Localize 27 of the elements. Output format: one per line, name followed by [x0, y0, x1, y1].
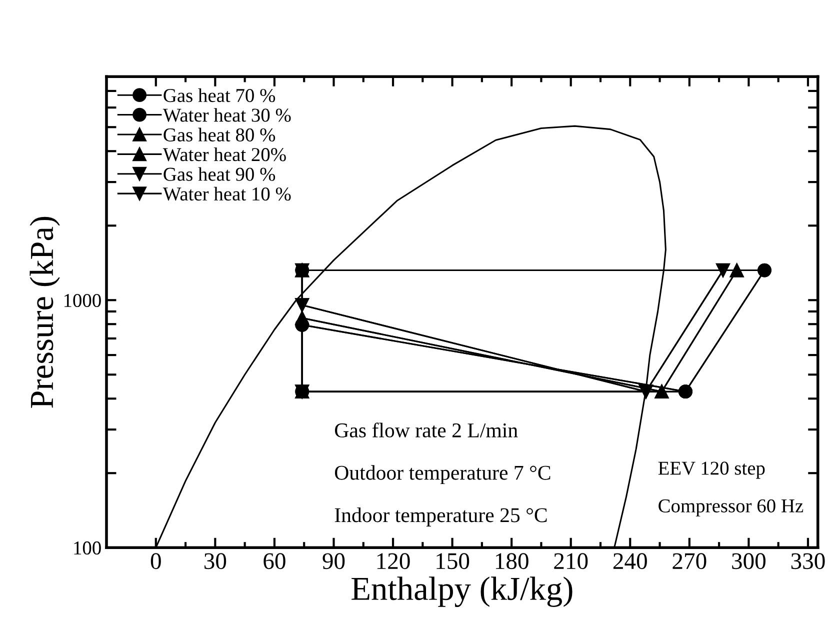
- x-tick-label: 0: [150, 553, 161, 570]
- x-tick-label: 300: [732, 553, 766, 570]
- annotation: Gas flow rate 2 L/min: [334, 422, 518, 438]
- legend-label: Gas heat 80 %: [164, 128, 276, 142]
- annotation: Outdoor temperature 7 °C: [334, 465, 550, 484]
- annotation: Indoor temperature 25 °C: [334, 508, 547, 526]
- x-tick-label: 210: [554, 553, 588, 570]
- y-tick-label: 100: [74, 541, 101, 555]
- legend-label: Gas heat 90 %: [164, 167, 276, 181]
- annotation: EEV 120 step: [658, 462, 765, 479]
- x-tick-label: 30: [204, 553, 226, 570]
- legend-label: Gas heat 70 %: [164, 88, 276, 102]
- x-tick-label: 240: [613, 553, 647, 570]
- x-axis-title: Enthalpy (kJ/kg): [352, 576, 572, 607]
- x-tick-label: 330: [791, 553, 825, 570]
- legend-label: Water heat 10 %: [162, 186, 291, 201]
- x-tick-label: 270: [672, 553, 706, 570]
- x-tick-label: 60: [264, 553, 286, 570]
- legend-label: Water heat 20%: [162, 147, 286, 162]
- y-axis-title: Pressure (kPa): [30, 216, 60, 408]
- annotation: Compressor 60 Hz: [658, 499, 804, 516]
- x-tick-label: 90: [322, 553, 345, 570]
- x-tick-label: 180: [496, 553, 528, 570]
- legend-label: Water heat 30 %: [162, 108, 291, 122]
- x-tick-label: 120: [377, 553, 410, 570]
- y-tick-label: 1000: [64, 294, 101, 308]
- x-tick-label: 150: [436, 553, 470, 570]
